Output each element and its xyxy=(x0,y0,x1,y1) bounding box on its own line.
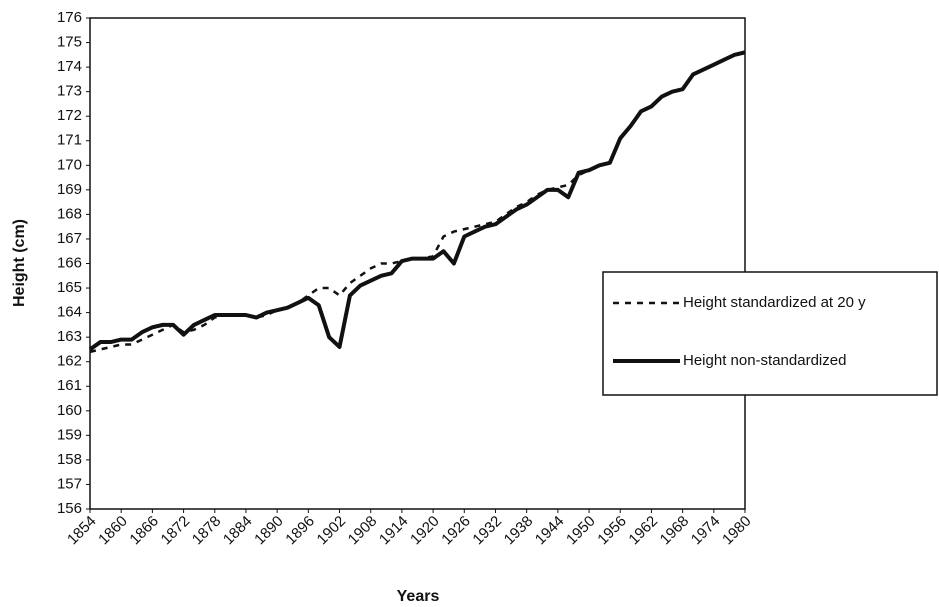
x-tick-label: 1872 xyxy=(158,513,194,549)
y-tick-label: 170 xyxy=(57,156,82,173)
x-tick-label: 1944 xyxy=(532,513,568,549)
y-tick-label: 157 xyxy=(57,475,82,492)
x-tick-label: 1914 xyxy=(376,513,412,549)
x-tick-label: 1860 xyxy=(95,513,131,549)
y-tick-label: 156 xyxy=(57,500,82,517)
x-tick-label: 1902 xyxy=(314,513,350,549)
y-tick-label: 174 xyxy=(57,58,82,75)
y-tick-label: 165 xyxy=(57,279,82,296)
line-series xyxy=(88,50,746,352)
legend-label: Height standardized at 20 y xyxy=(683,294,866,311)
x-tick-label: 1956 xyxy=(594,513,630,549)
legend-label: Height non-standardized xyxy=(683,352,846,369)
y-tick-label: 169 xyxy=(57,181,82,198)
y-tick-label: 166 xyxy=(57,254,82,271)
plot-frame xyxy=(89,17,746,510)
x-tick-label: 1968 xyxy=(657,513,693,549)
y-tick-label: 167 xyxy=(57,230,82,247)
x-tick-label: 1962 xyxy=(625,513,661,549)
x-tick-label: 1884 xyxy=(220,513,256,549)
legend-box xyxy=(602,271,938,396)
x-tick-label: 1932 xyxy=(469,513,505,549)
y-tick-label: 164 xyxy=(57,304,82,321)
y-tick-label: 171 xyxy=(57,132,82,149)
x-tick-label: 1896 xyxy=(282,513,318,549)
x-tick-label: 1980 xyxy=(719,513,755,549)
x-tick-label: 1854 xyxy=(64,513,100,549)
y-tick-label: 172 xyxy=(57,107,82,124)
y-tick-label: 176 xyxy=(57,9,82,26)
x-tick-label: 1890 xyxy=(251,513,287,549)
y-tick-label: 173 xyxy=(57,83,82,100)
x-tick-label: 1866 xyxy=(126,513,162,549)
y-axis-label: Height (cm) xyxy=(11,219,28,307)
y-tick-label: 168 xyxy=(57,205,82,222)
y-tick-label: 161 xyxy=(57,377,82,394)
x-tick-label: 1878 xyxy=(189,513,225,549)
x-tick-label: 1938 xyxy=(501,513,537,549)
y-tick-label: 160 xyxy=(57,402,82,419)
y-tick-label: 159 xyxy=(57,426,82,443)
x-tick-label: 1926 xyxy=(438,513,474,549)
x-axis-label: Years xyxy=(397,588,440,605)
x-tick-label: 1908 xyxy=(345,513,381,549)
y-tick-label: 162 xyxy=(57,353,82,370)
y-tick-label: 163 xyxy=(57,328,82,345)
x-tick-label: 1950 xyxy=(563,513,599,549)
x-tick-label: 1974 xyxy=(688,513,724,549)
x-tick-label: 1920 xyxy=(407,513,443,549)
y-tick-label: 158 xyxy=(57,451,82,468)
y-tick-label: 175 xyxy=(57,34,82,51)
